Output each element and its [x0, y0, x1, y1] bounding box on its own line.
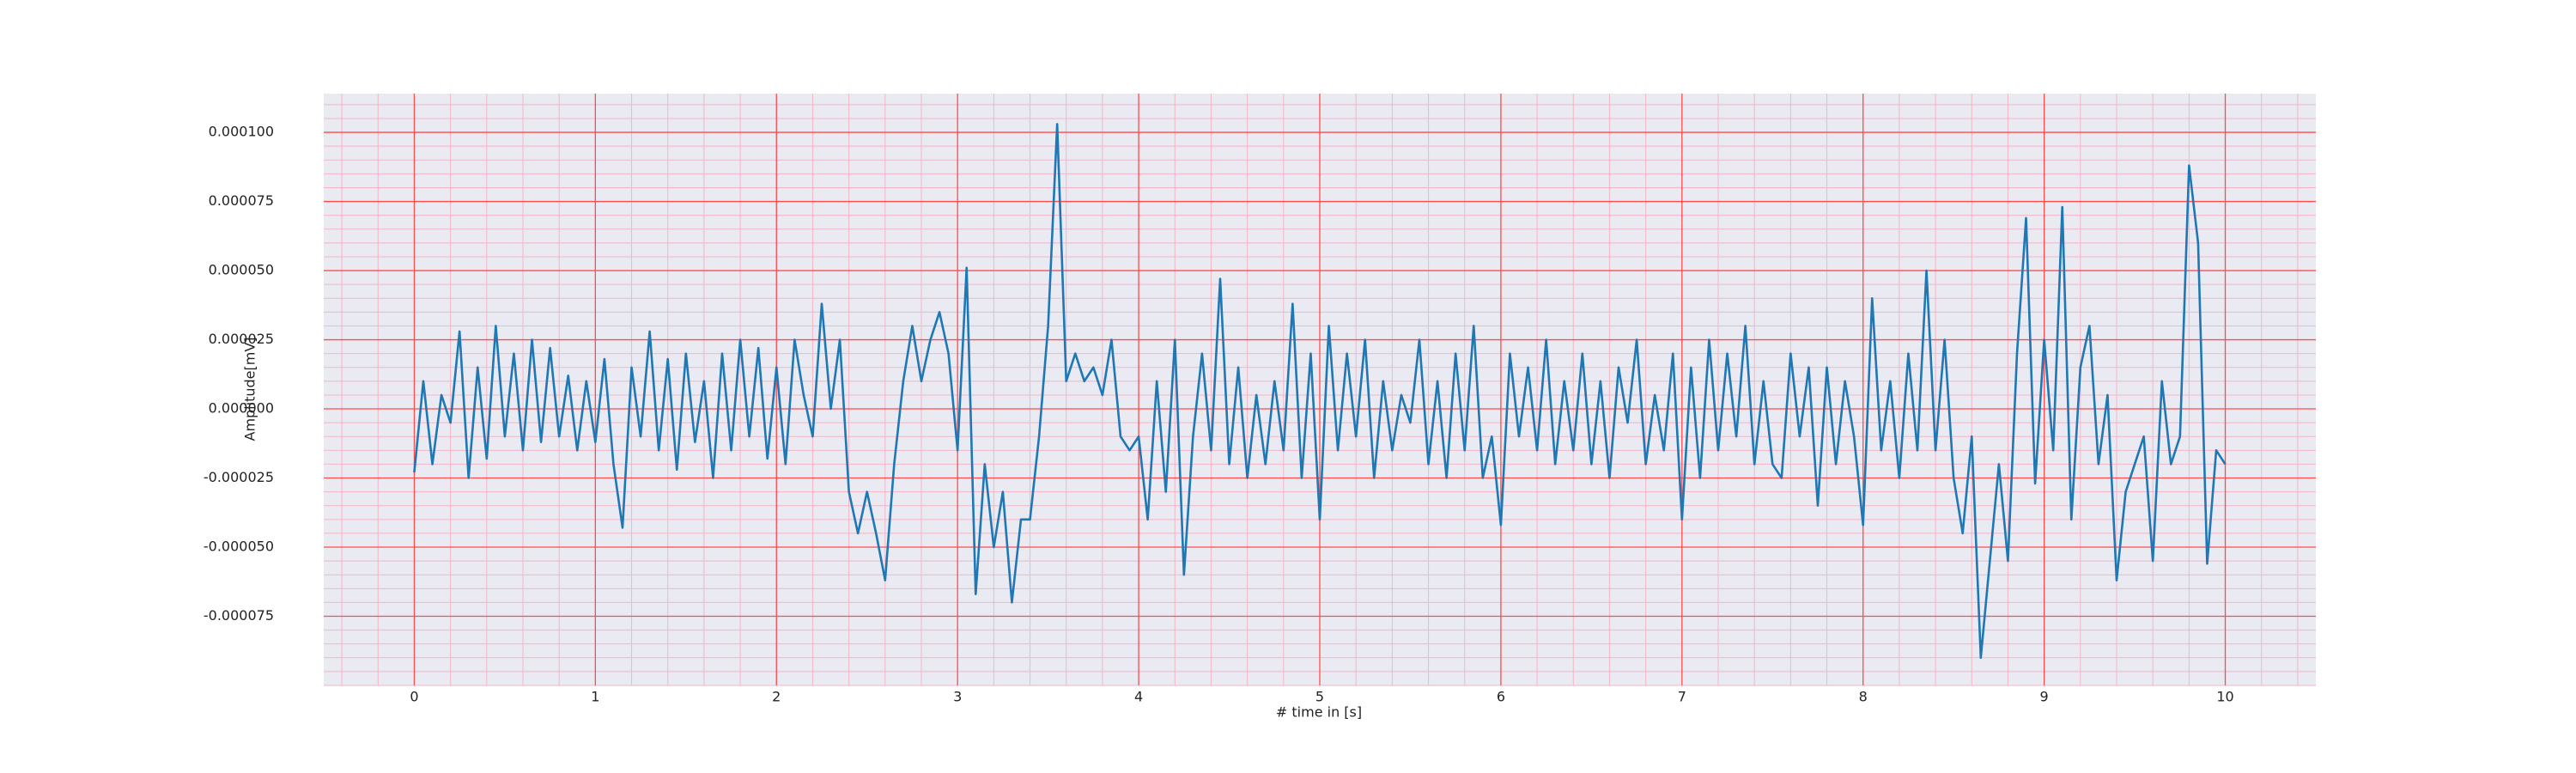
x-tick-label: 9: [2040, 689, 2049, 705]
y-tick-label: -0.000075: [204, 607, 274, 624]
x-axis-label: # time in [s]: [1276, 704, 1362, 721]
y-tick-label: 0.000075: [209, 192, 274, 209]
x-tick-label: 4: [1134, 689, 1143, 705]
x-tick-label: 0: [410, 689, 418, 705]
y-tick-label: 0.000025: [209, 331, 274, 347]
x-tick-label: 6: [1497, 689, 1505, 705]
y-tick-label: 0.000050: [209, 262, 274, 278]
x-tick-label: 10: [2216, 689, 2233, 705]
y-tick-label: 0.000000: [209, 400, 274, 417]
x-tick-label: 8: [1859, 689, 1868, 705]
x-tick-label: 2: [772, 689, 781, 705]
x-tick-label: 1: [591, 689, 599, 705]
y-tick-label: 0.000100: [209, 124, 274, 140]
x-tick-label: 5: [1315, 689, 1324, 705]
x-tick-label: 3: [953, 689, 962, 705]
y-tick-label: -0.000025: [204, 469, 274, 485]
signal-line: [413, 123, 2227, 660]
x-tick-label: 7: [1678, 689, 1686, 705]
y-axis-label: Amplitude[mV]: [242, 337, 258, 441]
y-tick-label: -0.000050: [204, 539, 274, 555]
